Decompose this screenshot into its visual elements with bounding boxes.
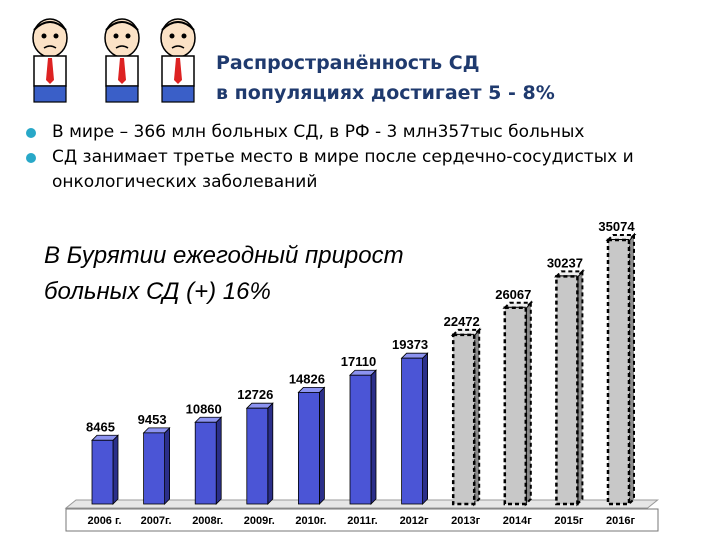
data-label: 22472 xyxy=(444,314,480,329)
bar-top xyxy=(91,434,119,441)
clipart-cartoon-men xyxy=(32,18,196,103)
bar-side xyxy=(164,426,171,505)
slide-title-line-1: Распространённость СД xyxy=(216,52,480,74)
bar-side xyxy=(422,352,429,505)
data-label: 26067 xyxy=(495,287,531,302)
cartoon-man-3 xyxy=(160,18,196,103)
data-label: 30237 xyxy=(547,255,583,270)
bar-top xyxy=(349,369,377,376)
bar-forecast xyxy=(555,275,579,506)
x-tick-label: 2014г xyxy=(503,515,532,527)
bar-side xyxy=(112,434,119,505)
data-label: 35074 xyxy=(598,219,635,234)
bar-side xyxy=(370,369,377,505)
bar xyxy=(297,392,320,505)
bar xyxy=(143,432,166,505)
x-tick-label: 2011г. xyxy=(347,515,377,527)
x-tick-label: 2007г. xyxy=(141,515,172,527)
x-tick-label: 2006 г. xyxy=(87,515,121,527)
bar-top xyxy=(194,416,223,423)
bullet-item: В мире – 366 млн больных СД, в РФ - 3 мл… xyxy=(14,120,714,145)
bullet-dot-icon xyxy=(26,153,36,163)
bar-forecast xyxy=(503,306,528,506)
x-tick-label: 2013г xyxy=(451,515,480,527)
bar xyxy=(91,439,114,505)
bar-forecast xyxy=(606,238,631,506)
x-tick-label: 2010г. xyxy=(295,515,326,527)
bar-side xyxy=(215,416,222,505)
data-label: 17110 xyxy=(341,354,376,369)
x-tick-label: 2012г xyxy=(400,515,429,527)
bar-side xyxy=(524,300,532,507)
bullet-text: В мире – 366 млн больных СД, в РФ - 3 мл… xyxy=(52,122,585,142)
bar xyxy=(401,357,424,505)
bullet-text: СД занимает третье место в мире после се… xyxy=(52,147,634,192)
bar-top xyxy=(297,387,326,393)
bullet-item: СД занимает третье место в мире после се… xyxy=(14,145,714,195)
slide-title: Распространённость СД в популяциях дости… xyxy=(216,48,555,108)
x-tick-label: 2009г. xyxy=(244,515,275,527)
x-axis-label-box xyxy=(65,508,659,532)
bar-side xyxy=(267,402,274,505)
data-label: 10860 xyxy=(186,401,222,416)
cartoon-man-1 xyxy=(32,18,68,103)
growth-subtitle-line-2: больных СД (+) 16% xyxy=(44,278,271,305)
cartoon-man-2 xyxy=(104,18,140,103)
x-tick-label: 2008г. xyxy=(192,515,223,527)
bar-side xyxy=(318,386,325,505)
data-label: 12726 xyxy=(237,387,273,402)
bar xyxy=(246,407,269,505)
bar-top xyxy=(245,402,274,409)
bullet-list: В мире – 366 млн больных СД, в РФ - 3 мл… xyxy=(14,120,714,195)
data-label: 8465 xyxy=(86,419,115,434)
data-label: 9453 xyxy=(138,412,167,427)
x-tick-label: 2015г xyxy=(554,515,583,527)
bar xyxy=(349,374,372,505)
bar-forecast xyxy=(451,333,476,506)
growth-subtitle-line-1: В Бурятии ежегодный прирост xyxy=(44,242,404,269)
data-label: 19373 xyxy=(392,337,428,352)
data-label: 14826 xyxy=(289,371,325,386)
bullet-dot-icon xyxy=(26,128,36,138)
slide-title-line-2: в популяциях достигает 5 - 8% xyxy=(216,82,555,104)
bar-top xyxy=(400,352,429,359)
x-tick-label: 2016г xyxy=(606,515,635,527)
bar xyxy=(194,421,217,505)
bar-top xyxy=(142,427,171,434)
growth-subtitle: В Бурятии ежегодный прирост больных СД (… xyxy=(44,238,404,310)
